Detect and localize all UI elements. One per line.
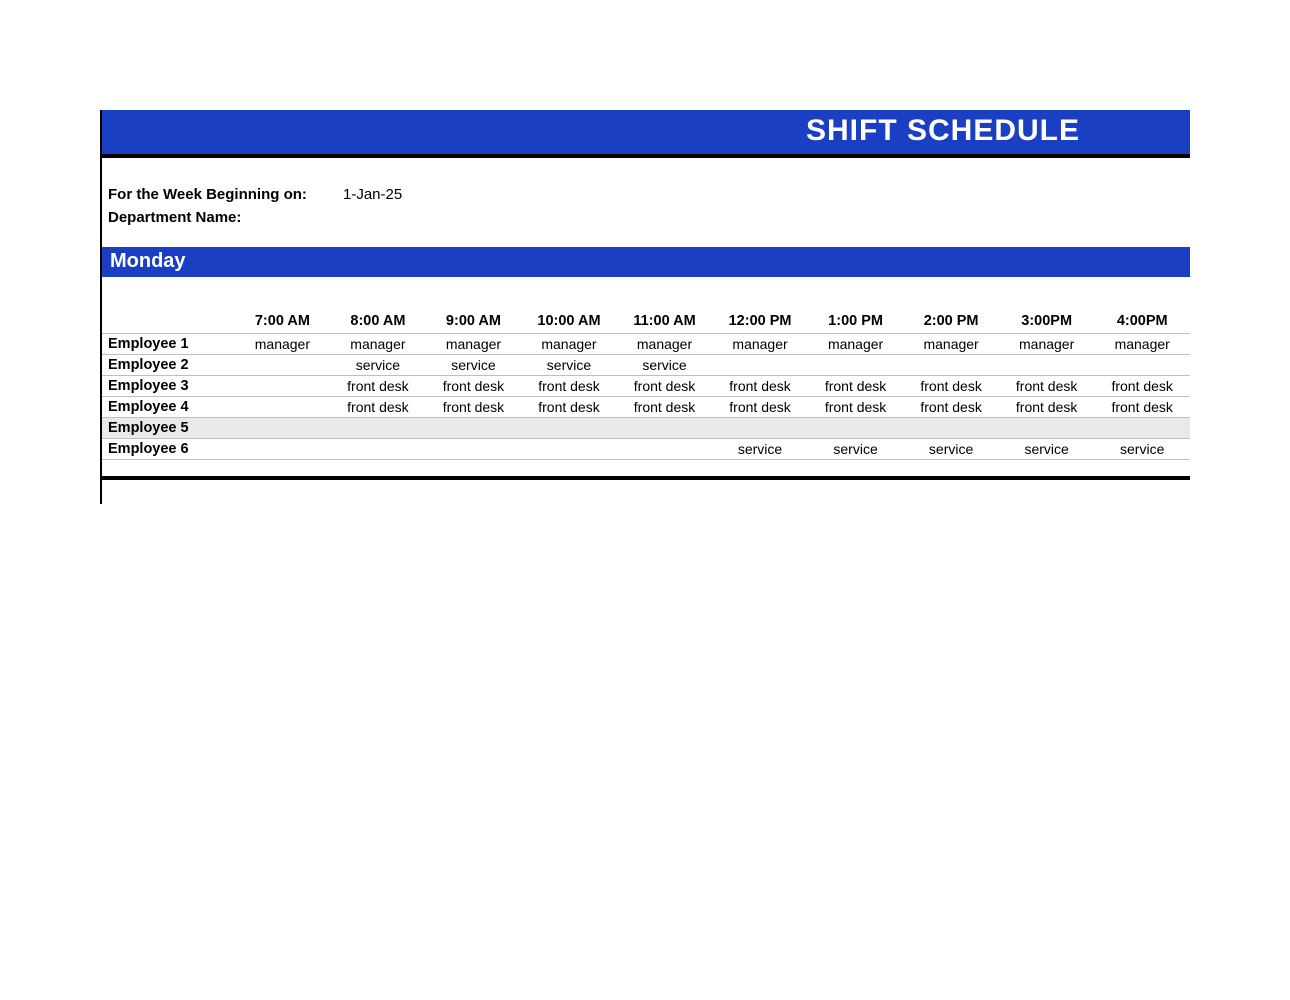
employee-name: Employee 1: [102, 334, 235, 355]
shift-cell: front desk: [330, 376, 426, 397]
shift-cell: service: [1094, 439, 1190, 460]
shift-cell: front desk: [712, 376, 808, 397]
shift-cell: manager: [808, 334, 904, 355]
shift-cell: manager: [903, 334, 999, 355]
week-label: For the Week Beginning on:: [108, 184, 343, 207]
shift-cell: [999, 355, 1095, 376]
shift-cell: [521, 439, 617, 460]
shift-cell: front desk: [330, 397, 426, 418]
shift-cell: manager: [712, 334, 808, 355]
shift-cell: [235, 418, 331, 439]
shift-cell: [235, 376, 331, 397]
shift-cell: [235, 355, 331, 376]
time-header: 7:00 AM: [235, 311, 331, 334]
shift-cell: front desk: [999, 397, 1095, 418]
header-row: 7:00 AM8:00 AM9:00 AM10:00 AM11:00 AM12:…: [102, 311, 1190, 334]
shift-cell: front desk: [1094, 397, 1190, 418]
shift-cell: service: [617, 355, 713, 376]
shift-cell: service: [426, 355, 522, 376]
shift-cell: [903, 418, 999, 439]
shift-cell: manager: [330, 334, 426, 355]
time-header: 2:00 PM: [903, 311, 999, 334]
shift-cell: front desk: [426, 397, 522, 418]
shift-cell: [808, 355, 904, 376]
time-header: 3:00PM: [999, 311, 1095, 334]
shift-cell: front desk: [617, 397, 713, 418]
bottom-stub: [100, 480, 1190, 504]
shift-cell: front desk: [712, 397, 808, 418]
day-label: Monday: [110, 250, 186, 272]
shift-cell: front desk: [808, 376, 904, 397]
shift-cell: [521, 418, 617, 439]
shift-cell: [999, 418, 1095, 439]
shift-cell: front desk: [999, 376, 1095, 397]
shift-cell: [712, 418, 808, 439]
shift-cell: front desk: [808, 397, 904, 418]
table-body: Employee 1managermanagermanagermanagerma…: [102, 334, 1190, 460]
time-header: 9:00 AM: [426, 311, 522, 334]
meta-row-week: For the Week Beginning on: 1-Jan-25: [108, 184, 1190, 207]
shift-cell: service: [712, 439, 808, 460]
employee-name: Employee 5: [102, 418, 235, 439]
shift-cell: manager: [999, 334, 1095, 355]
shift-cell: [330, 439, 426, 460]
header-empty: [102, 311, 235, 334]
employee-name: Employee 4: [102, 397, 235, 418]
shift-cell: [1094, 355, 1190, 376]
schedule-table: 7:00 AM8:00 AM9:00 AM10:00 AM11:00 AM12:…: [102, 311, 1190, 460]
shift-cell: [235, 439, 331, 460]
table-row: Employee 2serviceserviceserviceservice: [102, 355, 1190, 376]
shift-cell: front desk: [426, 376, 522, 397]
shift-cell: manager: [521, 334, 617, 355]
shift-cell: [1094, 418, 1190, 439]
shift-cell: front desk: [903, 397, 999, 418]
shift-cell: [617, 418, 713, 439]
day-bar: Monday: [100, 247, 1190, 277]
table-row: Employee 6serviceserviceserviceservicese…: [102, 439, 1190, 460]
time-header: 11:00 AM: [617, 311, 713, 334]
time-header: 4:00PM: [1094, 311, 1190, 334]
time-header: 8:00 AM: [330, 311, 426, 334]
employee-name: Employee 3: [102, 376, 235, 397]
table-row: Employee 3front deskfront deskfront desk…: [102, 376, 1190, 397]
title-bar: SHIFT SCHEDULE: [100, 110, 1190, 154]
shift-cell: [617, 439, 713, 460]
week-value: 1-Jan-25: [343, 184, 402, 207]
shift-cell: manager: [235, 334, 331, 355]
employee-name: Employee 2: [102, 355, 235, 376]
shift-cell: manager: [617, 334, 713, 355]
shift-cell: [808, 418, 904, 439]
shift-cell: service: [999, 439, 1095, 460]
shift-cell: manager: [426, 334, 522, 355]
shift-cell: front desk: [1094, 376, 1190, 397]
time-header: 10:00 AM: [521, 311, 617, 334]
page: SHIFT SCHEDULE For the Week Beginning on…: [0, 0, 1290, 504]
table-row: Employee 4front deskfront deskfront desk…: [102, 397, 1190, 418]
shift-cell: [712, 355, 808, 376]
time-header: 1:00 PM: [808, 311, 904, 334]
shift-cell: service: [808, 439, 904, 460]
shift-cell: [903, 355, 999, 376]
shift-cell: [426, 439, 522, 460]
shift-cell: service: [330, 355, 426, 376]
shift-cell: [330, 418, 426, 439]
meta-block: For the Week Beginning on: 1-Jan-25 Depa…: [100, 158, 1190, 247]
shift-cell: service: [521, 355, 617, 376]
dept-label: Department Name:: [108, 207, 343, 230]
shift-cell: front desk: [521, 376, 617, 397]
table-row: Employee 5: [102, 418, 1190, 439]
shift-cell: manager: [1094, 334, 1190, 355]
table-row: Employee 1managermanagermanagermanagerma…: [102, 334, 1190, 355]
meta-row-dept: Department Name:: [108, 207, 1190, 230]
shift-cell: [235, 397, 331, 418]
time-header: 12:00 PM: [712, 311, 808, 334]
shift-cell: service: [903, 439, 999, 460]
shift-cell: [426, 418, 522, 439]
shift-cell: front desk: [521, 397, 617, 418]
shift-cell: front desk: [617, 376, 713, 397]
employee-name: Employee 6: [102, 439, 235, 460]
shift-cell: front desk: [903, 376, 999, 397]
schedule-table-wrap: 7:00 AM8:00 AM9:00 AM10:00 AM11:00 AM12:…: [100, 277, 1190, 480]
page-title: SHIFT SCHEDULE: [806, 114, 1080, 147]
